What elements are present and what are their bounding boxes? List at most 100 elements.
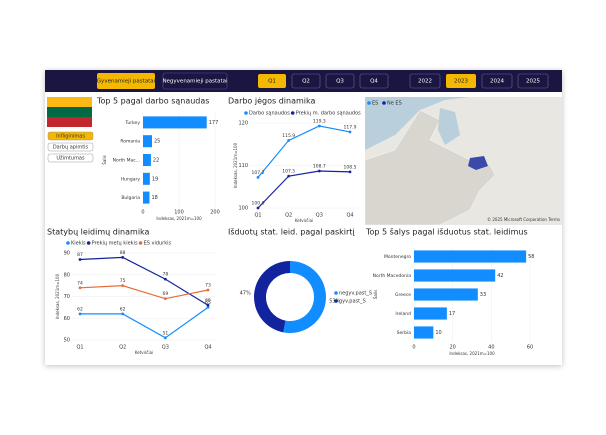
side-button[interactable] bbox=[47, 131, 94, 141]
data-label: 73 bbox=[205, 282, 211, 288]
point bbox=[348, 130, 352, 134]
data-label: 107.2 bbox=[252, 170, 265, 176]
bar bbox=[414, 269, 496, 282]
y-axis-label: Šalis bbox=[373, 290, 378, 299]
legend-label: gyv.past_S bbox=[339, 299, 366, 305]
nav-label[interactable]: Q2 bbox=[302, 79, 310, 85]
y-tick-label: 80 bbox=[64, 272, 70, 278]
legend-dot bbox=[244, 111, 248, 115]
nav-label[interactable]: 2025 bbox=[526, 79, 540, 85]
data-label: 107.5 bbox=[282, 169, 295, 175]
x-axis-label: Ketvirčiai bbox=[135, 350, 153, 355]
bar bbox=[414, 288, 478, 301]
tab-button[interactable] bbox=[97, 73, 155, 89]
data-label: 87 bbox=[77, 252, 83, 258]
map-eu bbox=[364, 109, 496, 226]
legend-label: Darbo sąnaudos bbox=[249, 111, 290, 117]
side-label[interactable]: Darbų apimtis bbox=[53, 145, 89, 151]
point bbox=[206, 303, 210, 307]
flag-stripe bbox=[47, 117, 92, 127]
data-label: 62 bbox=[77, 306, 83, 312]
bar bbox=[143, 153, 151, 167]
nav-button[interactable] bbox=[481, 73, 513, 89]
series-line bbox=[79, 285, 209, 300]
data-label: 115.9 bbox=[282, 133, 295, 139]
y-axis-label: Šalis bbox=[102, 155, 107, 164]
nav-button[interactable] bbox=[325, 73, 355, 89]
data-label: 62 bbox=[120, 306, 126, 312]
map-credit: © 2025 Microsoft Corporation Terms bbox=[487, 217, 560, 222]
y-tick-label: Romania bbox=[120, 139, 140, 145]
flag-stripe bbox=[47, 107, 92, 117]
nav-label[interactable]: 2022 bbox=[418, 79, 432, 85]
data-label: 69 bbox=[162, 291, 168, 297]
slice bbox=[283, 261, 326, 333]
nav-button[interactable] bbox=[409, 73, 441, 89]
y-tick-label: North Macedonia bbox=[373, 273, 412, 279]
y-tick-label: 100 bbox=[238, 206, 248, 212]
nav-button[interactable] bbox=[258, 74, 286, 88]
tab-label[interactable]: Negyvenamieji pastatai bbox=[162, 79, 228, 85]
y-tick-label: Ireland bbox=[395, 311, 411, 317]
data-label: 17 bbox=[449, 311, 455, 317]
legend-label: ES vidurkis bbox=[144, 241, 172, 247]
legend-dot bbox=[382, 101, 386, 105]
x-axis-label: Indeksas, 2021m=100 bbox=[449, 351, 495, 356]
y-tick-label: Turkey bbox=[124, 120, 140, 126]
y-tick-label: North Mac... bbox=[113, 158, 140, 164]
series-line bbox=[257, 125, 351, 178]
nav-button[interactable] bbox=[291, 73, 321, 89]
point bbox=[348, 170, 352, 174]
y-tick-label: Montenegro bbox=[384, 254, 411, 260]
data-label: 78 bbox=[162, 272, 168, 278]
map-sea bbox=[438, 108, 460, 145]
legend-label: Prekių metų kiekis bbox=[92, 241, 138, 247]
data-label: 25 bbox=[154, 139, 160, 145]
point bbox=[121, 284, 125, 288]
point bbox=[163, 297, 167, 301]
tab-button[interactable] bbox=[162, 72, 228, 90]
side-label[interactable]: Infliginimas bbox=[56, 134, 85, 140]
side-button[interactable] bbox=[47, 153, 94, 163]
map[interactable]: ES Ne ES © 2025 Microsoft Corporation Te… bbox=[364, 97, 562, 226]
data-label: 19 bbox=[152, 176, 158, 182]
nav-bar bbox=[45, 70, 562, 92]
nav-label[interactable]: Q4 bbox=[370, 79, 378, 85]
bar bbox=[143, 191, 150, 204]
data-label: 58 bbox=[528, 254, 534, 260]
x-tick-label: Q4 bbox=[346, 213, 353, 219]
nav-label[interactable]: 2023 bbox=[454, 79, 468, 85]
side-button[interactable] bbox=[47, 142, 94, 152]
data-label: 10 bbox=[435, 330, 441, 336]
bar bbox=[143, 116, 207, 129]
nav-button[interactable] bbox=[446, 74, 476, 88]
chart-title: Top 5 šalys pagal išduotus stat. leidimu… bbox=[365, 227, 528, 237]
y-tick-label: Serbia bbox=[397, 330, 412, 336]
legend-dot bbox=[86, 241, 91, 245]
tab-label[interactable]: Gyvenamieji pastatai bbox=[97, 79, 156, 85]
data-label: 42 bbox=[497, 273, 503, 279]
series-line bbox=[79, 256, 209, 306]
y-tick-label: Bulgaria bbox=[121, 195, 140, 201]
series-line bbox=[257, 170, 351, 209]
legend-dot bbox=[334, 291, 338, 295]
x-tick-label: 200 bbox=[210, 210, 220, 216]
data-label: 100.0 bbox=[252, 201, 265, 207]
bar bbox=[414, 326, 434, 339]
nav-button[interactable] bbox=[517, 73, 549, 89]
nav-label[interactable]: Q3 bbox=[336, 79, 344, 85]
series-line bbox=[80, 306, 209, 339]
nav-label[interactable]: 2024 bbox=[490, 79, 504, 85]
legend-dot bbox=[334, 299, 338, 303]
point bbox=[121, 312, 125, 316]
nav-button[interactable] bbox=[359, 73, 389, 89]
x-tick-label: 20 bbox=[449, 345, 455, 351]
data-label: 108.5 bbox=[344, 164, 357, 170]
y-tick-label: 60 bbox=[64, 316, 70, 322]
nav-label[interactable]: Q1 bbox=[268, 79, 276, 85]
y-tick-label: 110 bbox=[238, 163, 248, 169]
chart-title: Išduotų stat. leid. pagal paskirtį bbox=[228, 227, 355, 237]
chart-title: Statybų leidimų dinamika bbox=[47, 228, 150, 237]
legend-dot bbox=[66, 241, 70, 245]
side-label[interactable]: Užimtumas bbox=[56, 155, 85, 162]
